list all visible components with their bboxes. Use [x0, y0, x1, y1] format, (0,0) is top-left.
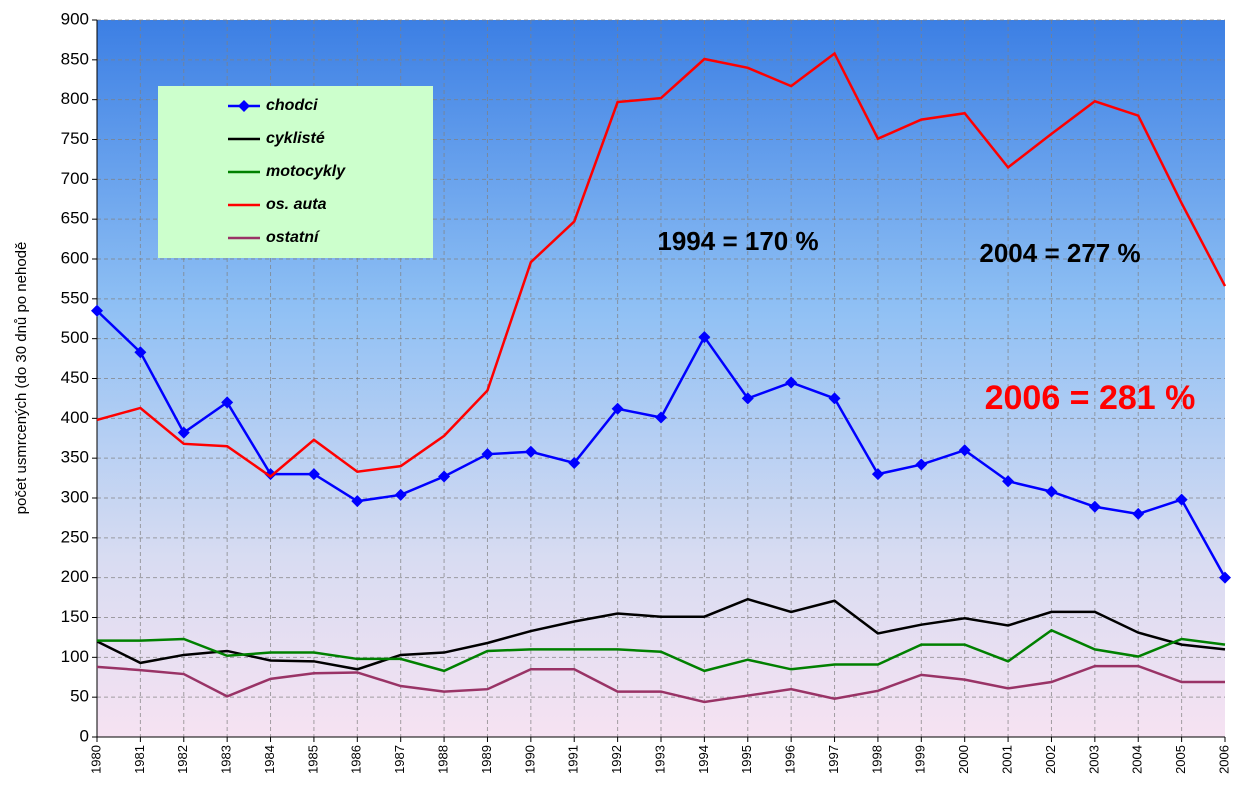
- x-tick-label: 1993: [652, 745, 667, 774]
- x-tick-label: 2006: [1216, 745, 1231, 774]
- annotation: 2004 = 277 %: [979, 238, 1140, 268]
- point-marker: [481, 448, 494, 461]
- annotation: 2006 = 281 %: [985, 379, 1196, 417]
- point-marker: [655, 411, 667, 424]
- series-line: [96, 597, 1226, 671]
- y-tick-label: 100: [61, 647, 89, 666]
- point-marker: [611, 402, 624, 415]
- y-tick-label: 50: [70, 687, 89, 706]
- x-tick-label: 1994: [696, 745, 711, 774]
- y-tick-label: 900: [61, 9, 89, 28]
- legend-box: [158, 86, 433, 258]
- x-tick-label: 1980: [88, 745, 103, 774]
- point-marker: [915, 458, 928, 471]
- y-tick-label: 750: [61, 129, 89, 148]
- point-marker: [741, 392, 754, 405]
- x-tick-label: 2002: [1043, 745, 1058, 774]
- point-marker: [828, 392, 841, 405]
- point-marker: [307, 468, 320, 481]
- y-tick-label: 0: [80, 726, 89, 745]
- x-tick-label: 1991: [566, 745, 581, 774]
- y-tick-label: 450: [61, 368, 89, 387]
- point-marker: [1132, 507, 1145, 520]
- x-tick-label: 2001: [1000, 745, 1015, 774]
- y-tick-label: 500: [61, 328, 89, 347]
- point-marker: [221, 396, 234, 409]
- y-tick-label: 350: [61, 448, 89, 467]
- y-axis-label: počet usmrcených (do 30 dnů po nehodě: [13, 242, 30, 515]
- x-tick-label: 1986: [349, 745, 364, 774]
- legend-label: ostatní: [266, 229, 321, 246]
- y-tick-label: 400: [61, 408, 89, 427]
- point-marker: [1088, 500, 1101, 513]
- point-marker: [1175, 493, 1188, 506]
- series-line: [96, 664, 1225, 704]
- point-marker: [438, 470, 451, 483]
- x-tick-label: 1982: [175, 745, 190, 774]
- point-marker: [134, 346, 147, 359]
- y-tick-label: 850: [61, 49, 89, 68]
- point-marker: [1045, 485, 1058, 498]
- x-tick-label: 1984: [262, 745, 277, 774]
- legend-label: cyklisté: [266, 130, 325, 147]
- y-tick-label: 650: [61, 209, 89, 228]
- x-tick-label: 1998: [869, 745, 884, 774]
- x-tick-label: 1983: [219, 745, 234, 774]
- point-marker: [91, 304, 103, 317]
- x-tick-label: 1990: [522, 745, 537, 774]
- point-marker: [785, 376, 798, 389]
- point-marker: [568, 456, 581, 469]
- x-tick-label: 1995: [739, 745, 754, 774]
- point-marker: [394, 488, 407, 501]
- point-marker: [351, 495, 364, 508]
- annotation: 1994 = 170 %: [657, 226, 818, 256]
- legend-label: os. auta: [266, 196, 327, 213]
- x-tick-label: 1999: [913, 745, 928, 774]
- x-tick-label: 1992: [609, 745, 624, 774]
- x-tick-label: 1988: [436, 745, 451, 774]
- y-tick-label: 300: [61, 487, 89, 506]
- series-line: [96, 51, 1227, 479]
- y-tick-label: 200: [61, 567, 89, 586]
- point-marker: [1002, 475, 1015, 488]
- x-tick-label: 2003: [1086, 745, 1101, 774]
- legend-label: chodci: [266, 97, 318, 114]
- y-tick-label: 250: [61, 527, 89, 546]
- y-tick-label: 600: [61, 248, 89, 267]
- x-tick-label: 2004: [1130, 745, 1145, 774]
- point-marker: [958, 444, 971, 457]
- x-tick-label: 1985: [305, 745, 320, 774]
- point-marker: [871, 468, 884, 481]
- x-tick-label: 2000: [956, 745, 971, 774]
- legend-marker: [238, 100, 250, 112]
- y-tick-label: 700: [61, 169, 89, 188]
- x-tick-label: 1989: [479, 745, 494, 774]
- point-marker: [1219, 571, 1231, 584]
- point-marker: [177, 426, 190, 439]
- legend-label: motocykly: [266, 163, 346, 180]
- point-marker: [524, 445, 537, 458]
- point-marker: [698, 331, 711, 344]
- x-tick-label: 1987: [392, 745, 407, 774]
- y-tick-label: 550: [61, 288, 89, 307]
- x-tick-label: 1981: [132, 745, 147, 774]
- y-tick-label: 150: [61, 607, 89, 626]
- x-tick-label: 2005: [1173, 745, 1188, 774]
- y-tick-label: 800: [61, 89, 89, 108]
- series-line: [97, 628, 1226, 673]
- x-tick-label: 1996: [783, 745, 798, 774]
- x-tick-label: 1997: [826, 745, 841, 774]
- point-marker: [264, 468, 277, 481]
